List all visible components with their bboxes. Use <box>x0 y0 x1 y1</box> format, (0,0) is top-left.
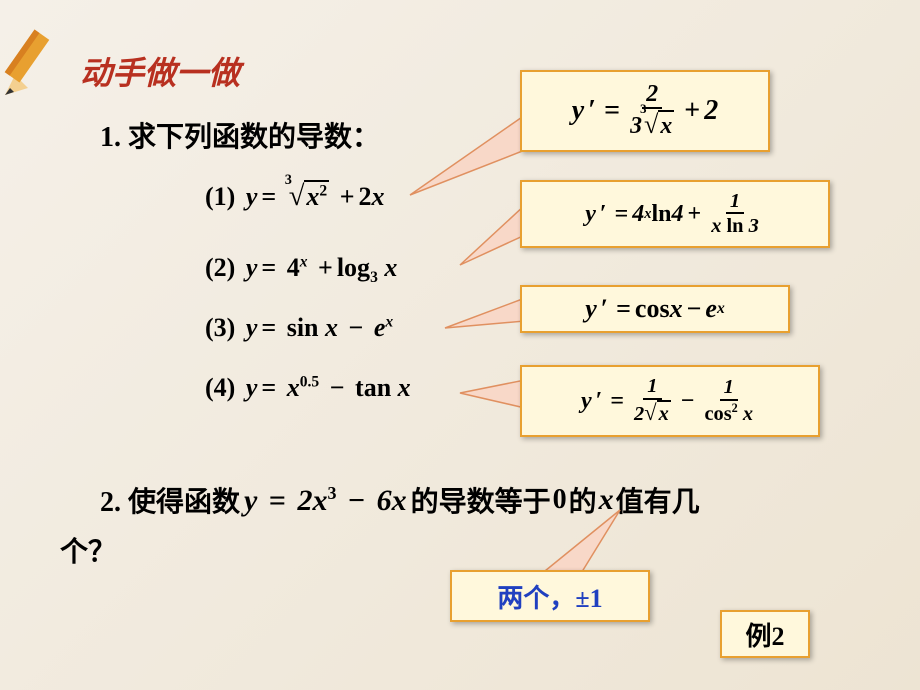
example-button-label: 例2 <box>745 616 784 653</box>
callout-pointer-4 <box>455 378 530 418</box>
q2-zero: 0 <box>553 484 567 516</box>
question-2-line2: 个？ <box>60 530 116 570</box>
example-2-button[interactable]: 例2 <box>720 610 810 658</box>
answer-box-3: y′= cos x − ex <box>520 285 790 333</box>
callout-pointer-2 <box>455 200 530 275</box>
pencil-icon <box>0 20 80 100</box>
answer-box-1: y′= 23√x +2 <box>520 70 770 152</box>
q2-function: y = 2x3 − 6x <box>244 483 407 518</box>
answer-box-q2: 两个，±1 <box>450 570 650 622</box>
q2-answer-text: 两个，±1 <box>497 578 602 615</box>
equation-3: (3) y= sin x − ex <box>205 313 393 343</box>
q2-part1: 2. 使得函数 <box>100 480 240 520</box>
q2-xvar: x <box>599 483 614 517</box>
equation-4: (4) y= x0.5 − tan x <box>205 373 411 403</box>
q2-part2: 的导数等于 <box>411 480 551 520</box>
q2-part4: 值有几 <box>616 480 700 520</box>
q2-part3: 的 <box>569 480 597 520</box>
section-title: 动手做一做 <box>80 48 240 94</box>
callout-pointer-1 <box>400 110 530 210</box>
equation-1: (1) y= √x2 +2x <box>205 180 385 213</box>
equation-2: (2) y= 4x +log3 x <box>205 253 397 287</box>
question-2-line1: 2. 使得函数 y = 2x3 − 6x 的导数等于 0 的 x 值有几 <box>100 480 700 520</box>
answer-box-2: y′= 4x ln 4 + 1x ln 3 <box>520 180 830 248</box>
answer-box-4: y′= 12√x − 1cos2 x <box>520 365 820 437</box>
callout-pointer-3 <box>440 296 530 336</box>
question-1-prompt: 1. 求下列函数的导数： <box>100 115 380 155</box>
